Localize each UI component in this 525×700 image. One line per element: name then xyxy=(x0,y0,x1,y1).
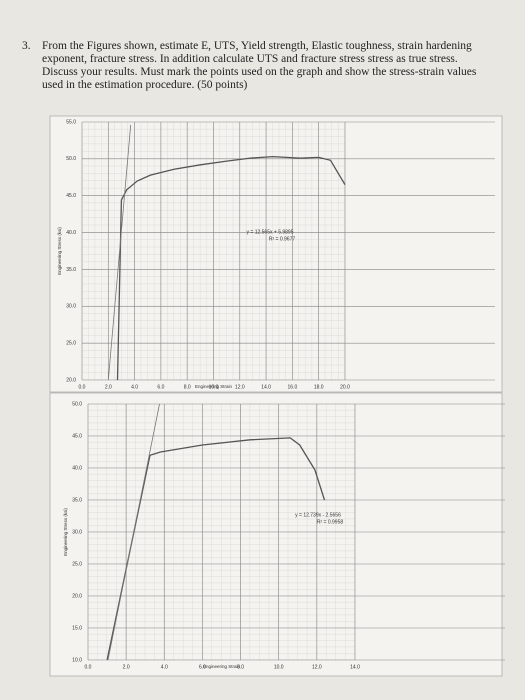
question-text: From the Figures shown, estimate E, UTS,… xyxy=(42,40,477,91)
y-tick-label: 30.0 xyxy=(72,529,82,535)
x-tick-label: 0.0 xyxy=(85,664,92,670)
x-tick-label: 14.0 xyxy=(350,664,360,670)
question-points: (50 points) xyxy=(197,79,248,91)
annotation: y = 12.565x + 5.9895 xyxy=(247,229,294,235)
question-body: From the Figures shown, estimate E, UTS,… xyxy=(42,40,492,92)
x-tick-label: 14.0 xyxy=(261,384,271,390)
x-tick-label: 0.0 xyxy=(79,384,86,390)
x-tick-label: 4.0 xyxy=(161,664,168,670)
x-tick-label: 2.0 xyxy=(105,384,112,390)
y-axis-label: Engineering Stress (ksi) xyxy=(63,508,68,556)
x-tick-label: 10.0 xyxy=(209,384,219,390)
y-tick-label: 55.0 xyxy=(66,119,76,125)
y-tick-label: 20.0 xyxy=(66,377,76,383)
y-tick-label: 35.0 xyxy=(66,267,76,273)
x-axis-label: Engineering Strain xyxy=(203,664,241,669)
data-line xyxy=(107,124,132,381)
x-tick-label: 12.0 xyxy=(235,384,245,390)
x-tick-label: 16.0 xyxy=(288,384,298,390)
x-tick-label: 8.0 xyxy=(184,384,191,390)
y-tick-label: 35.0 xyxy=(72,497,82,503)
y-tick-label: 40.0 xyxy=(66,230,76,236)
y-tick-label: 50.0 xyxy=(72,401,82,407)
y-tick-label: 50.0 xyxy=(66,156,76,162)
annotation: y = 12.739x - 2.5656 xyxy=(295,512,341,518)
y-axis-label: Engineering Stress (ksi) xyxy=(57,227,62,275)
x-tick-label: 2.0 xyxy=(123,664,130,670)
question-number: 3. xyxy=(22,40,31,52)
x-tick-label: 12.0 xyxy=(312,664,322,670)
x-tick-label: 6.0 xyxy=(199,664,206,670)
data-line xyxy=(116,155,346,381)
data-line xyxy=(106,437,326,661)
x-tick-label: 4.0 xyxy=(131,384,138,390)
question: 3. From the Figures shown, estimate E, U… xyxy=(22,40,492,92)
y-tick-label: 20.0 xyxy=(72,593,82,599)
x-tick-label: 6.0 xyxy=(157,384,164,390)
y-tick-label: 10.0 xyxy=(72,657,82,663)
x-tick-label: 20.0 xyxy=(340,384,350,390)
x-axis-label: Engineering Strain xyxy=(195,384,233,389)
x-tick-label: 8.0 xyxy=(237,664,244,670)
annotation: R² = 0.9958 xyxy=(317,519,343,525)
y-tick-label: 25.0 xyxy=(66,340,76,346)
y-tick-label: 45.0 xyxy=(72,433,82,439)
y-tick-label: 45.0 xyxy=(66,193,76,199)
annotation: R² = 0.9677 xyxy=(269,236,295,242)
data-line xyxy=(107,403,160,661)
x-tick-label: 18.0 xyxy=(314,384,324,390)
x-tick-label: 10.0 xyxy=(274,664,284,670)
y-tick-label: 40.0 xyxy=(72,465,82,471)
y-tick-label: 15.0 xyxy=(72,625,82,631)
y-tick-label: 30.0 xyxy=(66,304,76,310)
y-tick-label: 25.0 xyxy=(72,561,82,567)
